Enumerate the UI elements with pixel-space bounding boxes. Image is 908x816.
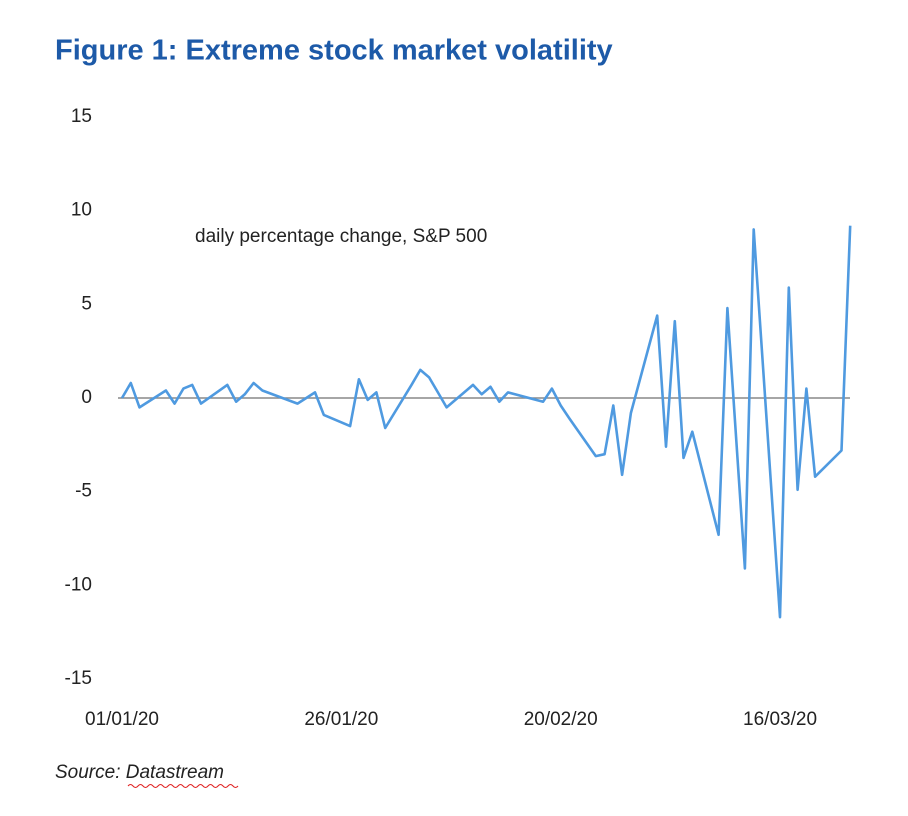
annotation: daily percentage change, S&P 500 <box>195 226 487 247</box>
x-tick-label: 26/01/20 <box>304 709 378 730</box>
spell-underline <box>127 784 239 788</box>
y-tick-label: 10 <box>71 200 92 221</box>
chart-title: Figure 1: Extreme stock market volatilit… <box>55 35 613 67</box>
y-tick-label: -15 <box>65 668 92 689</box>
y-tick-label: 15 <box>71 106 92 127</box>
y-tick-label: -10 <box>65 574 92 595</box>
x-tick-label: 20/02/20 <box>524 709 598 730</box>
source: Source: Datastream <box>55 762 224 783</box>
data-line <box>120 225 852 619</box>
y-tick-label: 0 <box>81 387 92 408</box>
y-tick-label: 5 <box>81 293 92 314</box>
x-tick-label: 16/03/20 <box>743 709 817 730</box>
y-tick-label: -5 <box>75 481 92 502</box>
x-tick-label: 01/01/20 <box>85 709 159 730</box>
